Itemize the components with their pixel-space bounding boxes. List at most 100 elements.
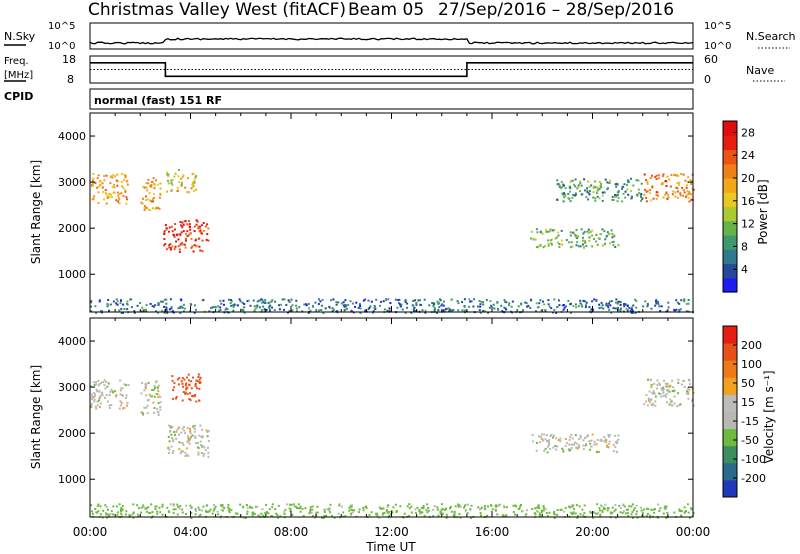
scatter-cell [650,378,652,381]
scatter-cell [529,298,532,301]
scatter-cell [454,505,457,508]
scatter-cell [661,388,664,391]
scatter-cell [249,304,252,307]
scatter-cell [293,505,296,508]
scatter-cell [195,510,197,512]
scatter-cell [199,424,202,427]
scatter-cell [176,503,179,506]
scatter-cell [169,430,172,433]
scatter-cell [667,301,670,304]
scatter-cell [90,301,92,304]
scatter-cell [383,308,386,311]
scatter-cell [582,439,585,442]
scatter-cell [261,508,264,511]
scatter-cell [123,173,126,176]
scatter-cell [145,182,148,184]
scatter-cell [415,304,418,306]
scatter-cell [99,406,101,409]
scatter-cell [295,299,298,302]
scatter-cell [92,396,95,399]
scatter-cell [631,195,633,198]
scatter-cell [179,298,182,301]
colorbar-segment [723,121,737,136]
scatter-cell [584,306,587,309]
scatter-cell [410,505,413,508]
scatter-cell [243,306,246,309]
scatter-cell [289,509,292,512]
scatter-cell [97,201,100,204]
scatter-cell [665,192,668,195]
scatter-cell [626,188,629,191]
scatter-cell [150,395,153,398]
scatter-cell [177,238,180,241]
scatter-cell [168,440,171,443]
scatter-cell [99,395,102,398]
scatter-cell [569,234,572,237]
scatter-cell [420,511,423,514]
scatter-cell [132,516,135,519]
scatter-cell [547,303,550,306]
scatter-cell [655,298,658,301]
scatter-cell [302,515,305,518]
scatter-cell [655,178,658,180]
scatter-cell [557,234,560,237]
scatter-cell [632,304,635,307]
scatter-cell [517,508,520,510]
scatter-cell [635,306,638,309]
scatter-cell [530,230,533,233]
scatter-cell [120,307,123,310]
scatter-cell [450,510,453,513]
scatter-cell [508,302,511,305]
scatter-cell [479,311,482,314]
scatter-cell [443,300,445,303]
scatter-cell [654,400,657,403]
scatter-cell [133,311,136,314]
scatter-cell [487,505,489,508]
scatter-cell [219,299,222,302]
time-tick-label: 00:00 [676,525,711,539]
scatter-cell [627,193,630,196]
scatter-cell [195,175,198,178]
scatter-cell [204,225,207,228]
scatter-cell [651,403,654,406]
scatter-cell [176,186,179,189]
scatter-cell [463,305,466,308]
power-marks [90,169,695,314]
scatter-cell [469,300,472,303]
scatter-cell [555,448,558,451]
scatter-cell [263,308,266,311]
scatter-cell [275,512,278,515]
scatter-cell [578,444,581,447]
scatter-cell [96,177,99,180]
scatter-cell [110,388,113,391]
scatter-cell [586,191,589,194]
scatter-cell [309,510,312,513]
scatter-cell [182,310,185,313]
scatter-cell [570,511,573,514]
scatter-cell [104,396,106,399]
scatter-cell [118,197,120,200]
scatter-cell [193,244,196,247]
scatter-cell [171,437,173,440]
scatter-cell [211,512,214,515]
scatter-cell [651,392,654,395]
scatter-cell [317,298,320,301]
scatter-cell [657,194,659,197]
scatter-cell [404,311,407,314]
scatter-cell [615,301,617,304]
scatter-cell [152,200,155,203]
scatter-cell [560,239,563,242]
scatter-cell [578,438,580,441]
scatter-cell [164,243,167,246]
scatter-cell [686,180,689,183]
scatter-cell [137,507,140,509]
scatter-cell [690,198,693,201]
scatter-cell [542,439,544,442]
scatter-cell [98,383,101,386]
scatter-cell [571,505,574,508]
scatter-cell [569,246,572,249]
scatter-cell [107,304,110,306]
scatter-cell [652,197,655,200]
scatter-cell [678,509,681,512]
scatter-cell [579,182,582,185]
